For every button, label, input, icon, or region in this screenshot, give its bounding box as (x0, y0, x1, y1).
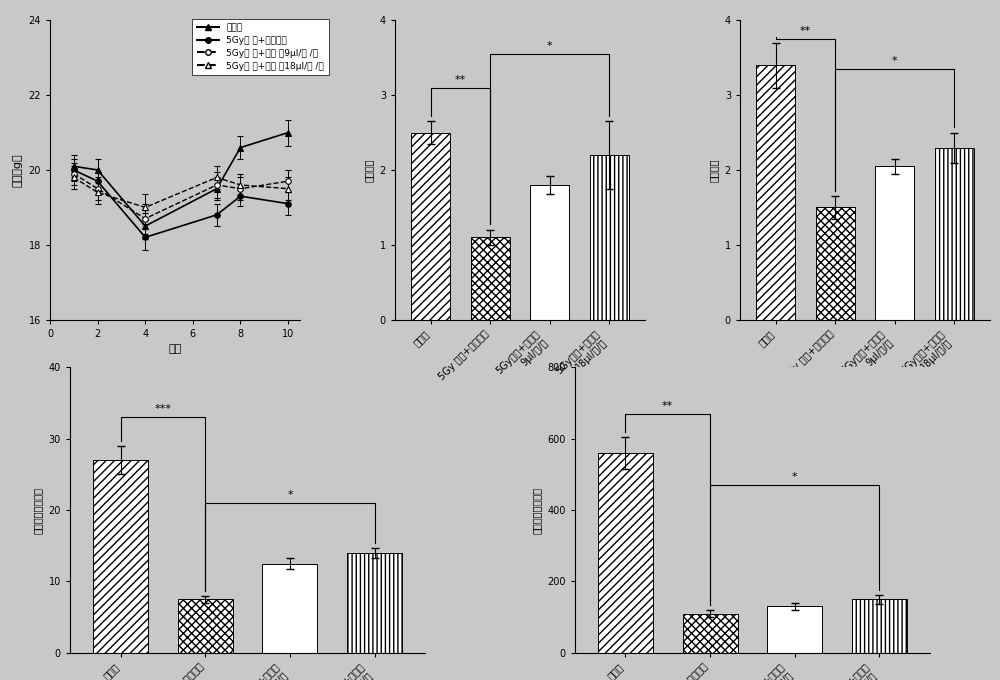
Text: **: ** (800, 26, 811, 36)
Bar (471, 237, 510, 320)
Bar (262, 564, 317, 653)
Y-axis label: 骨髓单个核细胞数: 骨髓单个核细胞数 (33, 486, 43, 534)
Bar (530, 185, 569, 320)
Bar (598, 453, 653, 653)
Bar (756, 65, 795, 320)
Y-axis label: 脾脏指数: 脾脏指数 (709, 158, 719, 182)
Bar (93, 460, 148, 653)
Bar (683, 613, 738, 653)
Y-axis label: 粒细胞集落形成数: 粒细胞集落形成数 (532, 486, 542, 534)
Text: **: ** (662, 401, 673, 411)
Bar (935, 148, 974, 320)
Bar (347, 553, 402, 653)
Bar (852, 599, 907, 653)
Y-axis label: 胸腺指数: 胸腺指数 (364, 158, 374, 182)
Bar (816, 207, 855, 320)
Bar (590, 155, 629, 320)
Bar (411, 133, 450, 320)
Text: **: ** (455, 75, 466, 85)
Text: *: * (892, 56, 898, 66)
Text: ***: *** (155, 405, 172, 414)
Bar (178, 599, 233, 653)
Legend: 对照组, 5Gy照 射+生理盐水, 5Gy照 射+鱼腥 草9μl/只 /天, 5Gy照 射+鱼腥 草18μl/只 /天: 对照组, 5Gy照 射+生理盐水, 5Gy照 射+鱼腥 草9μl/只 /天, 5… (192, 19, 329, 75)
X-axis label: 天数: 天数 (168, 344, 182, 354)
Text: *: * (792, 472, 797, 482)
Y-axis label: 体重（g）: 体重（g） (13, 153, 23, 187)
Text: *: * (287, 490, 293, 500)
Text: *: * (547, 41, 553, 51)
Bar (875, 167, 914, 320)
Bar (767, 607, 822, 653)
